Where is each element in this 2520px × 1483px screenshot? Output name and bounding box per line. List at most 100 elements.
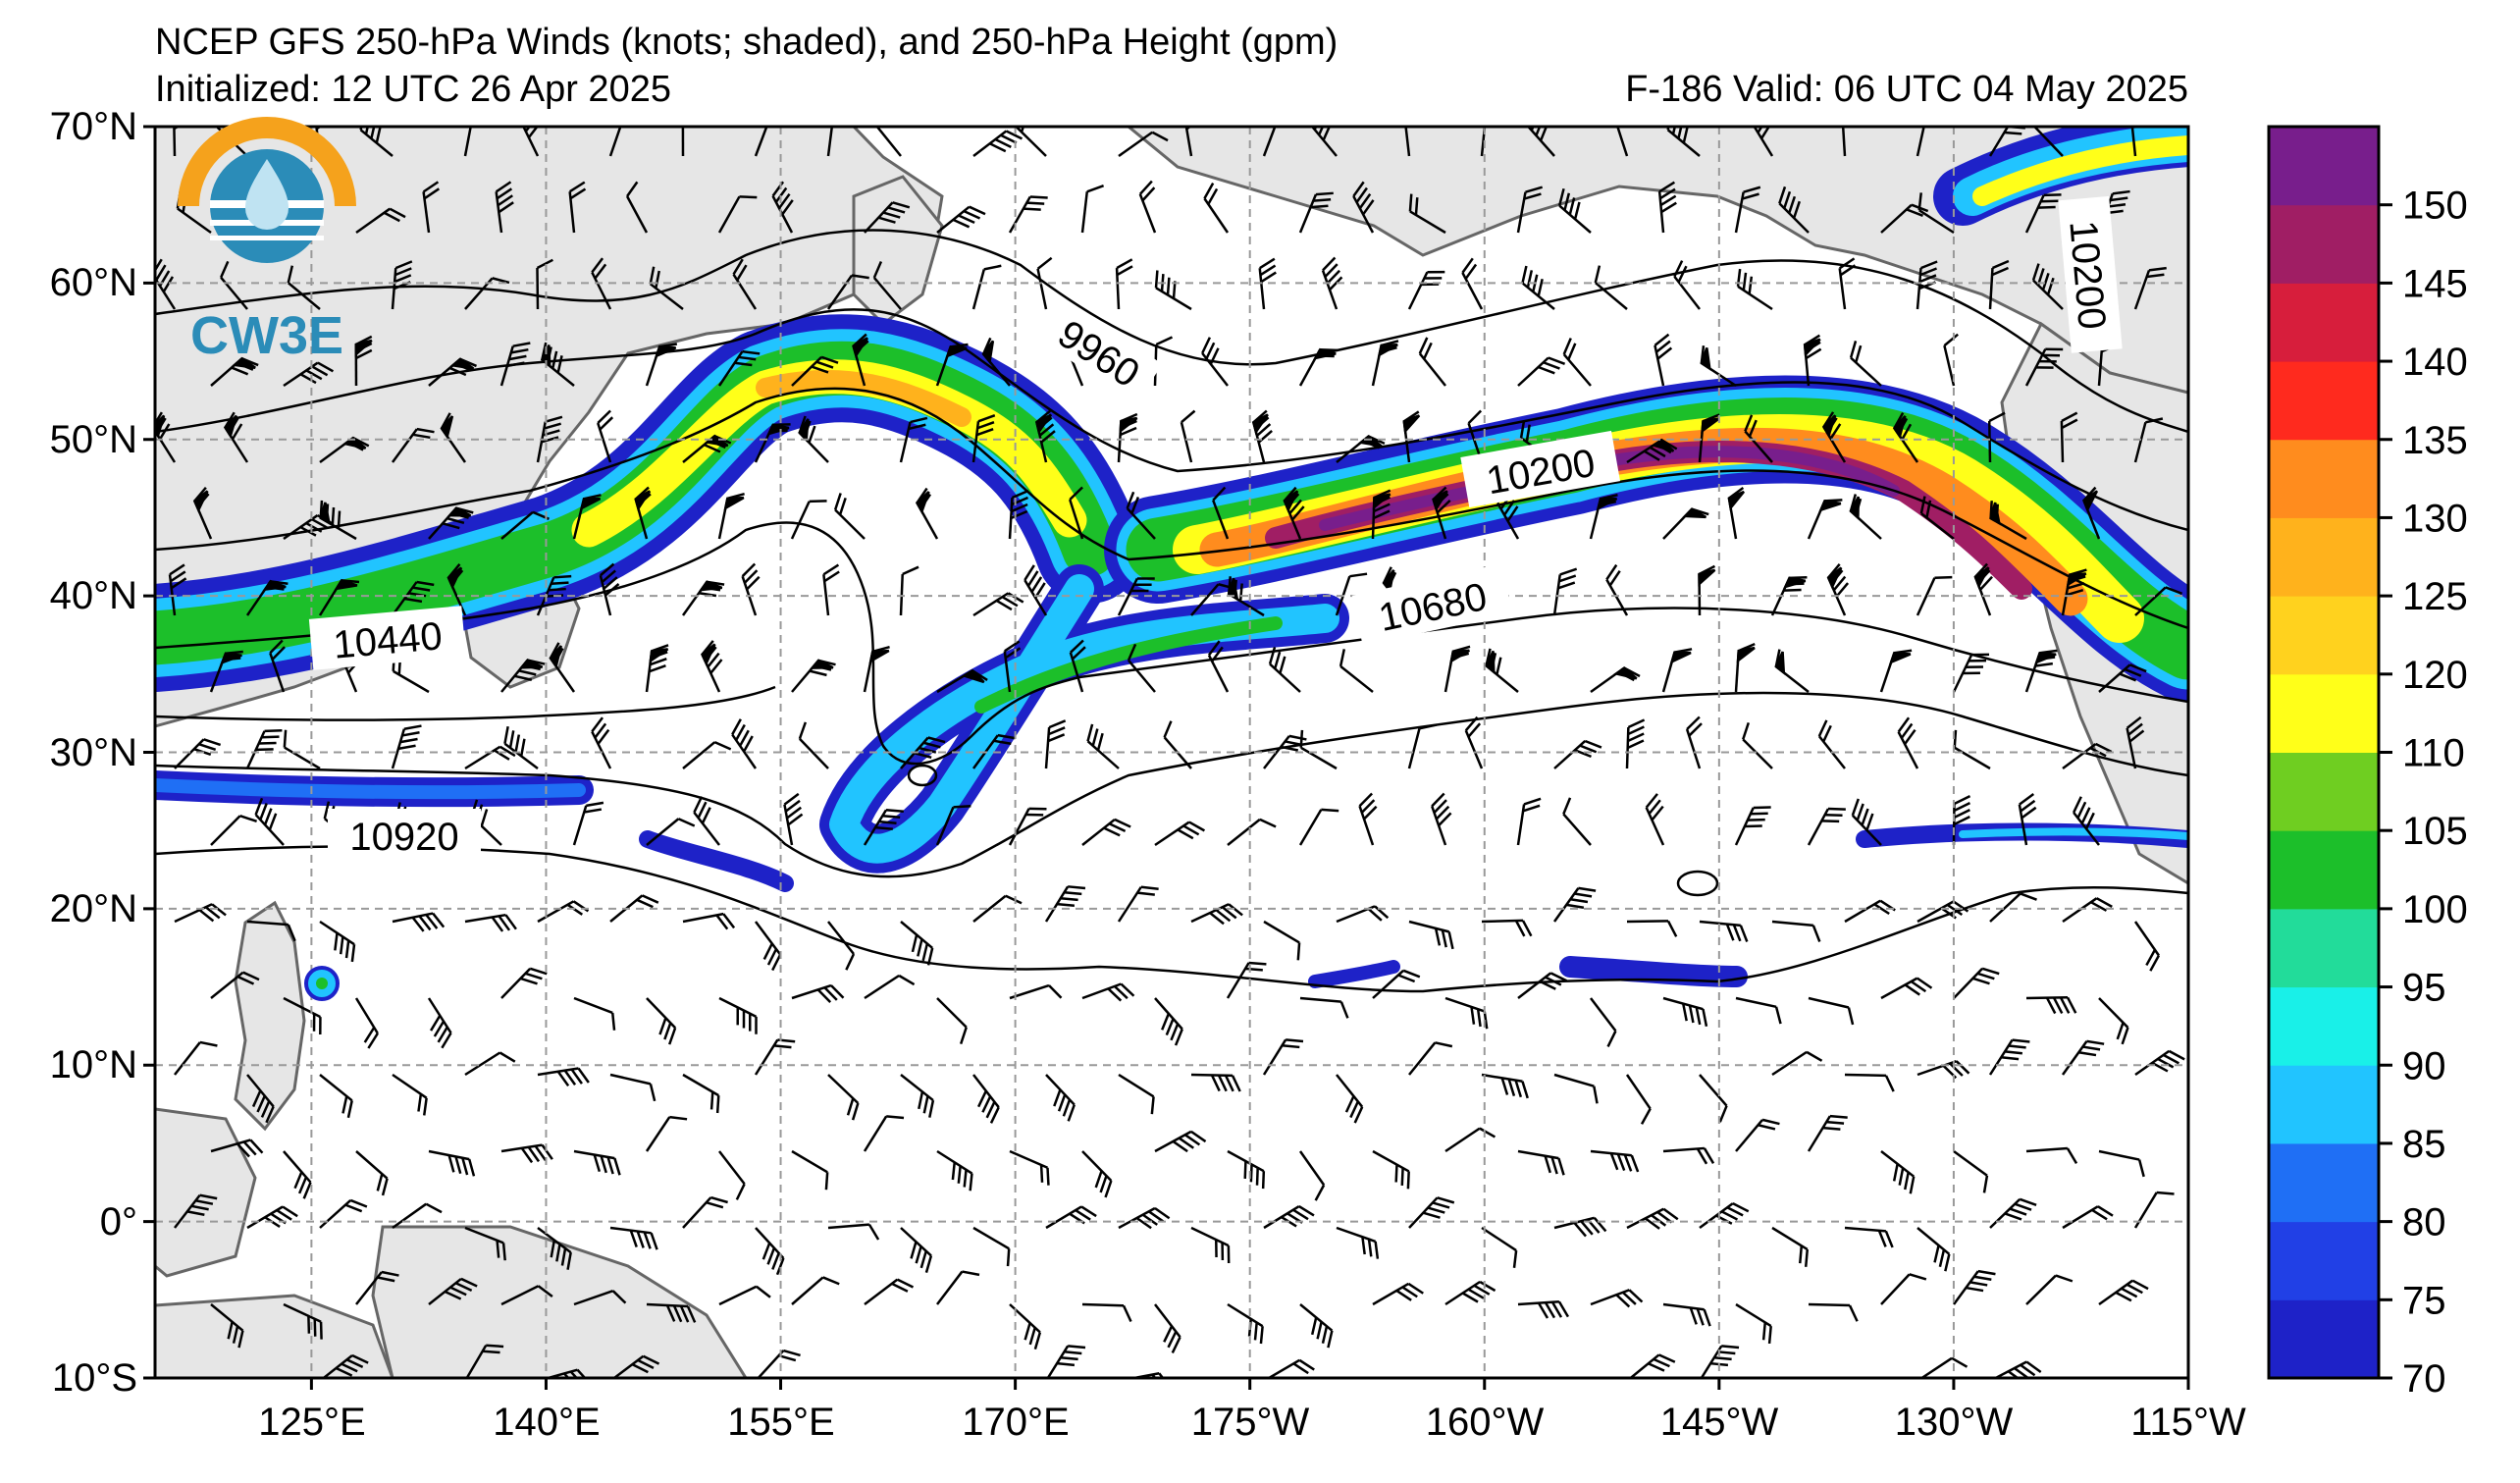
wind-barb-flag: [1305, 108, 1322, 124]
wind-barb-staff: [1069, 499, 1084, 540]
wind-barb-staff: [1408, 1041, 1437, 1076]
wind-barb-flag: [2091, 1208, 2108, 1221]
wind-barb-flag: [2149, 954, 2161, 972]
wind-barb-flag: [606, 1156, 614, 1175]
wind-barb-flag: [556, 1071, 570, 1087]
wind-barb: [827, 1074, 860, 1121]
wind-barb-flag: [437, 1026, 448, 1043]
wind-barb-flag: [1544, 1155, 1551, 1174]
wind-barb-flag: [1166, 277, 1171, 295]
wind-barb-pennant: [852, 337, 868, 359]
wind-barb: [2098, 663, 2147, 693]
wind-barb-staff: [2098, 1149, 2140, 1161]
wind-barb-flag: [1039, 1164, 1044, 1183]
wind-barb-flag: [1316, 1321, 1323, 1340]
wind-barb-flag: [1573, 1222, 1587, 1238]
wind-barb-staff: [1841, 127, 1847, 157]
wind-barb-staff: [682, 1196, 712, 1229]
wind-barb: [380, 1381, 422, 1429]
wind-barb-staff: [422, 191, 431, 234]
wind-barb-flag: [2019, 1197, 2037, 1206]
wind-barb-flag: [1949, 1062, 1964, 1077]
wind-barb-flag: [643, 1232, 652, 1249]
wind-barb-flag: [461, 1157, 469, 1176]
wind-barb: [646, 818, 696, 846]
wind-barb-flag: [1538, 365, 1555, 375]
wind-barb: [392, 1202, 443, 1230]
wind-barb-flag: [170, 570, 186, 583]
wind-barb-flag: [1744, 824, 1762, 828]
wind-barb-flag: [1005, 894, 1023, 905]
wind-barb-flag: [845, 953, 856, 971]
wind-barb-flag: [198, 909, 215, 923]
wind-barb-flag: [496, 187, 513, 200]
wind-barb-flag: [1053, 1088, 1062, 1107]
wind-barb-flag: [743, 569, 759, 584]
wind-barb-flag: [1744, 414, 1754, 432]
wind-barb-flag: [1299, 729, 1304, 748]
wind-barb-flag: [1174, 1029, 1183, 1046]
wind-barb: [500, 1285, 553, 1306]
wind-barb-flag: [735, 723, 746, 741]
wind-barb: [971, 414, 996, 463]
wind-barb-staff: [2135, 1381, 2171, 1402]
wind-barb-flag: [1963, 671, 1980, 675]
wind-barb-pennant: [945, 344, 968, 358]
wind-barb-flag: [468, 1158, 476, 1177]
wind-barb-flag: [815, 360, 834, 369]
wind-barb: [1517, 356, 1566, 387]
wind-barb-flag: [1479, 1280, 1496, 1293]
colorbar-label: 120: [2402, 654, 2468, 697]
wind-barb: [463, 1344, 504, 1378]
wind-barb: [1557, 187, 1592, 234]
wind-barb-flag: [1703, 1147, 1715, 1164]
wind-barb-flag: [1048, 984, 1063, 999]
wind-barb-flag: [367, 1033, 379, 1049]
wind-barb-flag: [1373, 503, 1391, 513]
wind-barb-flag: [1339, 1001, 1349, 1019]
wind-barb-flag: [851, 1102, 860, 1121]
wind-barb-flag: [425, 914, 439, 929]
wind-barb-flag: [1104, 1180, 1113, 1198]
wind-barb-flag: [1127, 643, 1137, 662]
colorbar-label: 140: [2402, 341, 2468, 384]
wind-barb-flag: [1973, 1275, 1992, 1282]
wind-barb-flag: [242, 1140, 257, 1156]
wind-barb-flag: [2112, 189, 2130, 195]
wind-barb-flag: [1000, 133, 1018, 144]
wind-barb-flag: [1568, 197, 1576, 216]
wind-barb-flag: [2052, 996, 2064, 1014]
wind-barb-flag: [1522, 804, 1541, 813]
wind-barb-staff: [1880, 1273, 1911, 1305]
wind-barb: [1138, 180, 1157, 234]
wind-barb-flag: [1209, 912, 1225, 926]
wind-barb-staff: [1590, 1149, 1632, 1157]
wind-barb: [1673, 260, 1701, 310]
wind-barb-flag: [1953, 816, 1970, 826]
colorbar-label: 145: [2402, 262, 2468, 305]
wind-barb-flag: [1221, 1243, 1225, 1261]
wind-barb-flag: [1953, 795, 1971, 806]
wind-barb-flag: [665, 1304, 676, 1322]
wind-barb: [981, 337, 1011, 387]
wind-barb-staff: [177, 207, 212, 235]
wind-barb-pennant: [449, 357, 475, 370]
wind-barb: [915, 487, 939, 540]
northeast-jet: [1933, 127, 2188, 226]
wind-barb: [2126, 715, 2145, 769]
wind-barb-flag: [1732, 924, 1742, 942]
wind-barb-staff: [1081, 1302, 1125, 1307]
wind-barb-flag: [851, 274, 869, 280]
wind-barb: [537, 1226, 572, 1270]
wind-barb-flag: [1750, 812, 1768, 816]
wind-barb-flag: [293, 1171, 303, 1190]
wind-barb-flag: [416, 427, 435, 434]
wind-barb: [863, 1115, 905, 1152]
wind-barb-flag: [1130, 496, 1140, 514]
wind-barb-flag: [1431, 792, 1445, 808]
wind-barb-staff: [1987, 420, 1992, 463]
wind-barb: [900, 1074, 935, 1118]
wind-barb: [422, 181, 441, 234]
jet-southern-branch: [819, 564, 1349, 874]
wind-barb-flag: [833, 493, 842, 510]
